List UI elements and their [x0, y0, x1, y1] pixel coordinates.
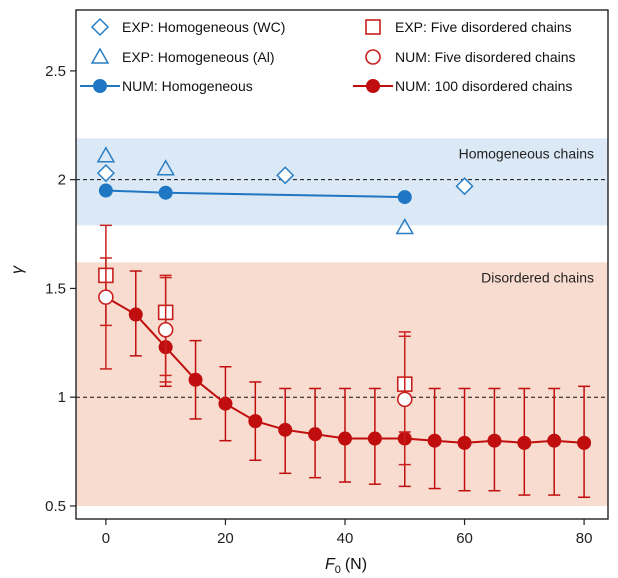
- data-point: [218, 396, 233, 411]
- reference-lines-layer: [76, 179, 608, 398]
- band-homogeneous-chains: [76, 138, 608, 226]
- legend-marker: [365, 49, 381, 65]
- legend-marker: [90, 47, 110, 64]
- x-axis-title-sub: 0: [335, 564, 341, 576]
- series-num-five-disordered-chains: [98, 257, 413, 466]
- data-point: [308, 427, 323, 442]
- x-tick-label: 80: [576, 530, 593, 547]
- data-point: [367, 431, 382, 446]
- y-tick-label: 1.5: [45, 280, 66, 297]
- series-exp-homogeneous-al: [96, 146, 415, 235]
- legend-item-exp-homogeneous-al: EXP: Homogeneous (Al): [90, 47, 275, 65]
- legend-marker: [366, 79, 380, 93]
- data-point: [547, 433, 562, 448]
- x-tick-label: 0: [102, 530, 110, 547]
- legend-marker: [365, 19, 381, 35]
- y-tick-label: 1: [58, 389, 66, 406]
- axes-layer: 0 20 40 60 80 0.5 1 1.5 2 2.5: [45, 63, 592, 547]
- x-axis-title: F0 (N): [325, 556, 367, 576]
- data-point: [487, 433, 502, 448]
- series-layer: [96, 146, 592, 498]
- data-point: [128, 307, 143, 322]
- legend-item-num-homogeneous: NUM: Homogeneous: [80, 78, 253, 94]
- data-point: [98, 183, 113, 198]
- legend: EXP: Homogeneous (WC) EXP: Homogeneous (A…: [80, 17, 576, 94]
- plot-frame: [75, 9, 609, 520]
- data-point: [98, 289, 114, 305]
- data-point: [276, 166, 295, 185]
- band-labels-layer: Homogeneous chains Disordered chains: [459, 145, 594, 285]
- data-point: [577, 435, 592, 450]
- data-point: [397, 190, 412, 205]
- data-point: [395, 218, 415, 235]
- data-point: [455, 177, 474, 196]
- legend-label: EXP: Five disordered chains: [395, 19, 572, 35]
- band-label-disordered-chains: Disordered chains: [481, 269, 594, 285]
- legend-item-num-five-disordered-chains: NUM: Five disordered chains: [365, 49, 576, 65]
- legend-label: EXP: Homogeneous (Al): [122, 49, 275, 65]
- y-tick-label: 0.5: [45, 498, 66, 515]
- data-point: [156, 159, 175, 176]
- data-point: [188, 372, 203, 387]
- legend-item-exp-homogeneous-wc: EXP: Homogeneous (WC): [90, 17, 285, 37]
- x-tick-label: 20: [217, 530, 234, 547]
- legend-label: NUM: Homogeneous: [122, 78, 253, 94]
- x-tick-label: 60: [456, 530, 473, 547]
- y-tick-label: 2.5: [45, 63, 66, 80]
- data-point: [158, 185, 173, 200]
- series-exp-homogeneous-wc: [96, 164, 474, 196]
- data-point: [396, 391, 413, 408]
- data-point: [248, 414, 263, 429]
- data-point: [457, 435, 472, 450]
- bands-layer: [76, 138, 608, 506]
- data-point: [157, 321, 174, 338]
- data-point: [337, 431, 352, 446]
- x-tick-label: 40: [337, 530, 354, 547]
- x-axis-title-main: F: [325, 556, 336, 573]
- x-axis-title-unit: (N): [345, 556, 367, 573]
- data-point: [517, 435, 532, 450]
- data-point: [278, 422, 293, 437]
- y-axis-title: γ: [9, 265, 26, 274]
- legend-label: EXP: Homogeneous (WC): [122, 19, 285, 35]
- data-point: [96, 164, 115, 183]
- data-point: [427, 433, 442, 448]
- band-label-homogeneous-chains: Homogeneous chains: [459, 145, 594, 161]
- series-num-homogeneous: [98, 183, 412, 205]
- data-point: [96, 146, 116, 163]
- y-tick-label: 2: [58, 172, 66, 189]
- legend-marker: [90, 17, 110, 37]
- legend-marker: [93, 79, 107, 93]
- legend-item-exp-five-disordered-chains: EXP: Five disordered chains: [365, 19, 572, 35]
- legend-item-num-100-disordered-chains: NUM: 100 disordered chains: [353, 78, 572, 94]
- legend-label: NUM: Five disordered chains: [395, 49, 576, 65]
- band-disordered-chains: [76, 262, 608, 506]
- legend-label: NUM: 100 disordered chains: [395, 78, 572, 94]
